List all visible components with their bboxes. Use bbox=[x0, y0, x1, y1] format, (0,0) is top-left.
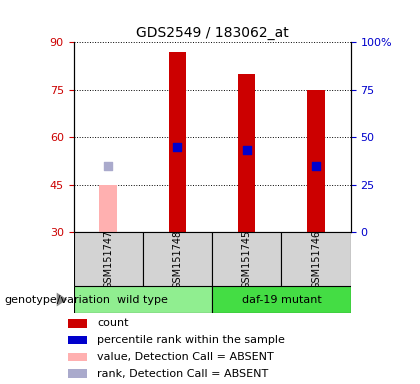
Bar bbox=[212, 286, 351, 313]
Text: percentile rank within the sample: percentile rank within the sample bbox=[97, 335, 285, 345]
Point bbox=[174, 144, 181, 150]
Bar bbox=[169, 52, 186, 232]
Bar bbox=[143, 232, 212, 286]
Text: GSM151746: GSM151746 bbox=[311, 230, 321, 289]
Text: count: count bbox=[97, 318, 129, 328]
Bar bbox=[281, 232, 351, 286]
Bar bbox=[100, 185, 117, 232]
Text: GSM151748: GSM151748 bbox=[173, 230, 182, 289]
Text: rank, Detection Call = ABSENT: rank, Detection Call = ABSENT bbox=[97, 369, 268, 379]
Text: value, Detection Call = ABSENT: value, Detection Call = ABSENT bbox=[97, 352, 274, 362]
Bar bbox=[68, 353, 87, 361]
Bar bbox=[74, 232, 143, 286]
Bar bbox=[68, 319, 87, 328]
Bar bbox=[74, 286, 212, 313]
Point bbox=[105, 163, 112, 169]
Text: genotype/variation: genotype/variation bbox=[4, 295, 110, 305]
Text: wild type: wild type bbox=[117, 295, 168, 305]
Point bbox=[313, 163, 320, 169]
Bar bbox=[68, 369, 87, 378]
Bar bbox=[307, 90, 325, 232]
Bar bbox=[212, 232, 281, 286]
Bar bbox=[68, 336, 87, 344]
Point bbox=[244, 147, 250, 153]
Bar bbox=[238, 74, 255, 232]
Text: daf-19 mutant: daf-19 mutant bbox=[241, 295, 321, 305]
Text: GSM151747: GSM151747 bbox=[103, 230, 113, 289]
Polygon shape bbox=[57, 293, 67, 306]
Text: GSM151745: GSM151745 bbox=[242, 230, 252, 289]
Title: GDS2549 / 183062_at: GDS2549 / 183062_at bbox=[136, 26, 289, 40]
